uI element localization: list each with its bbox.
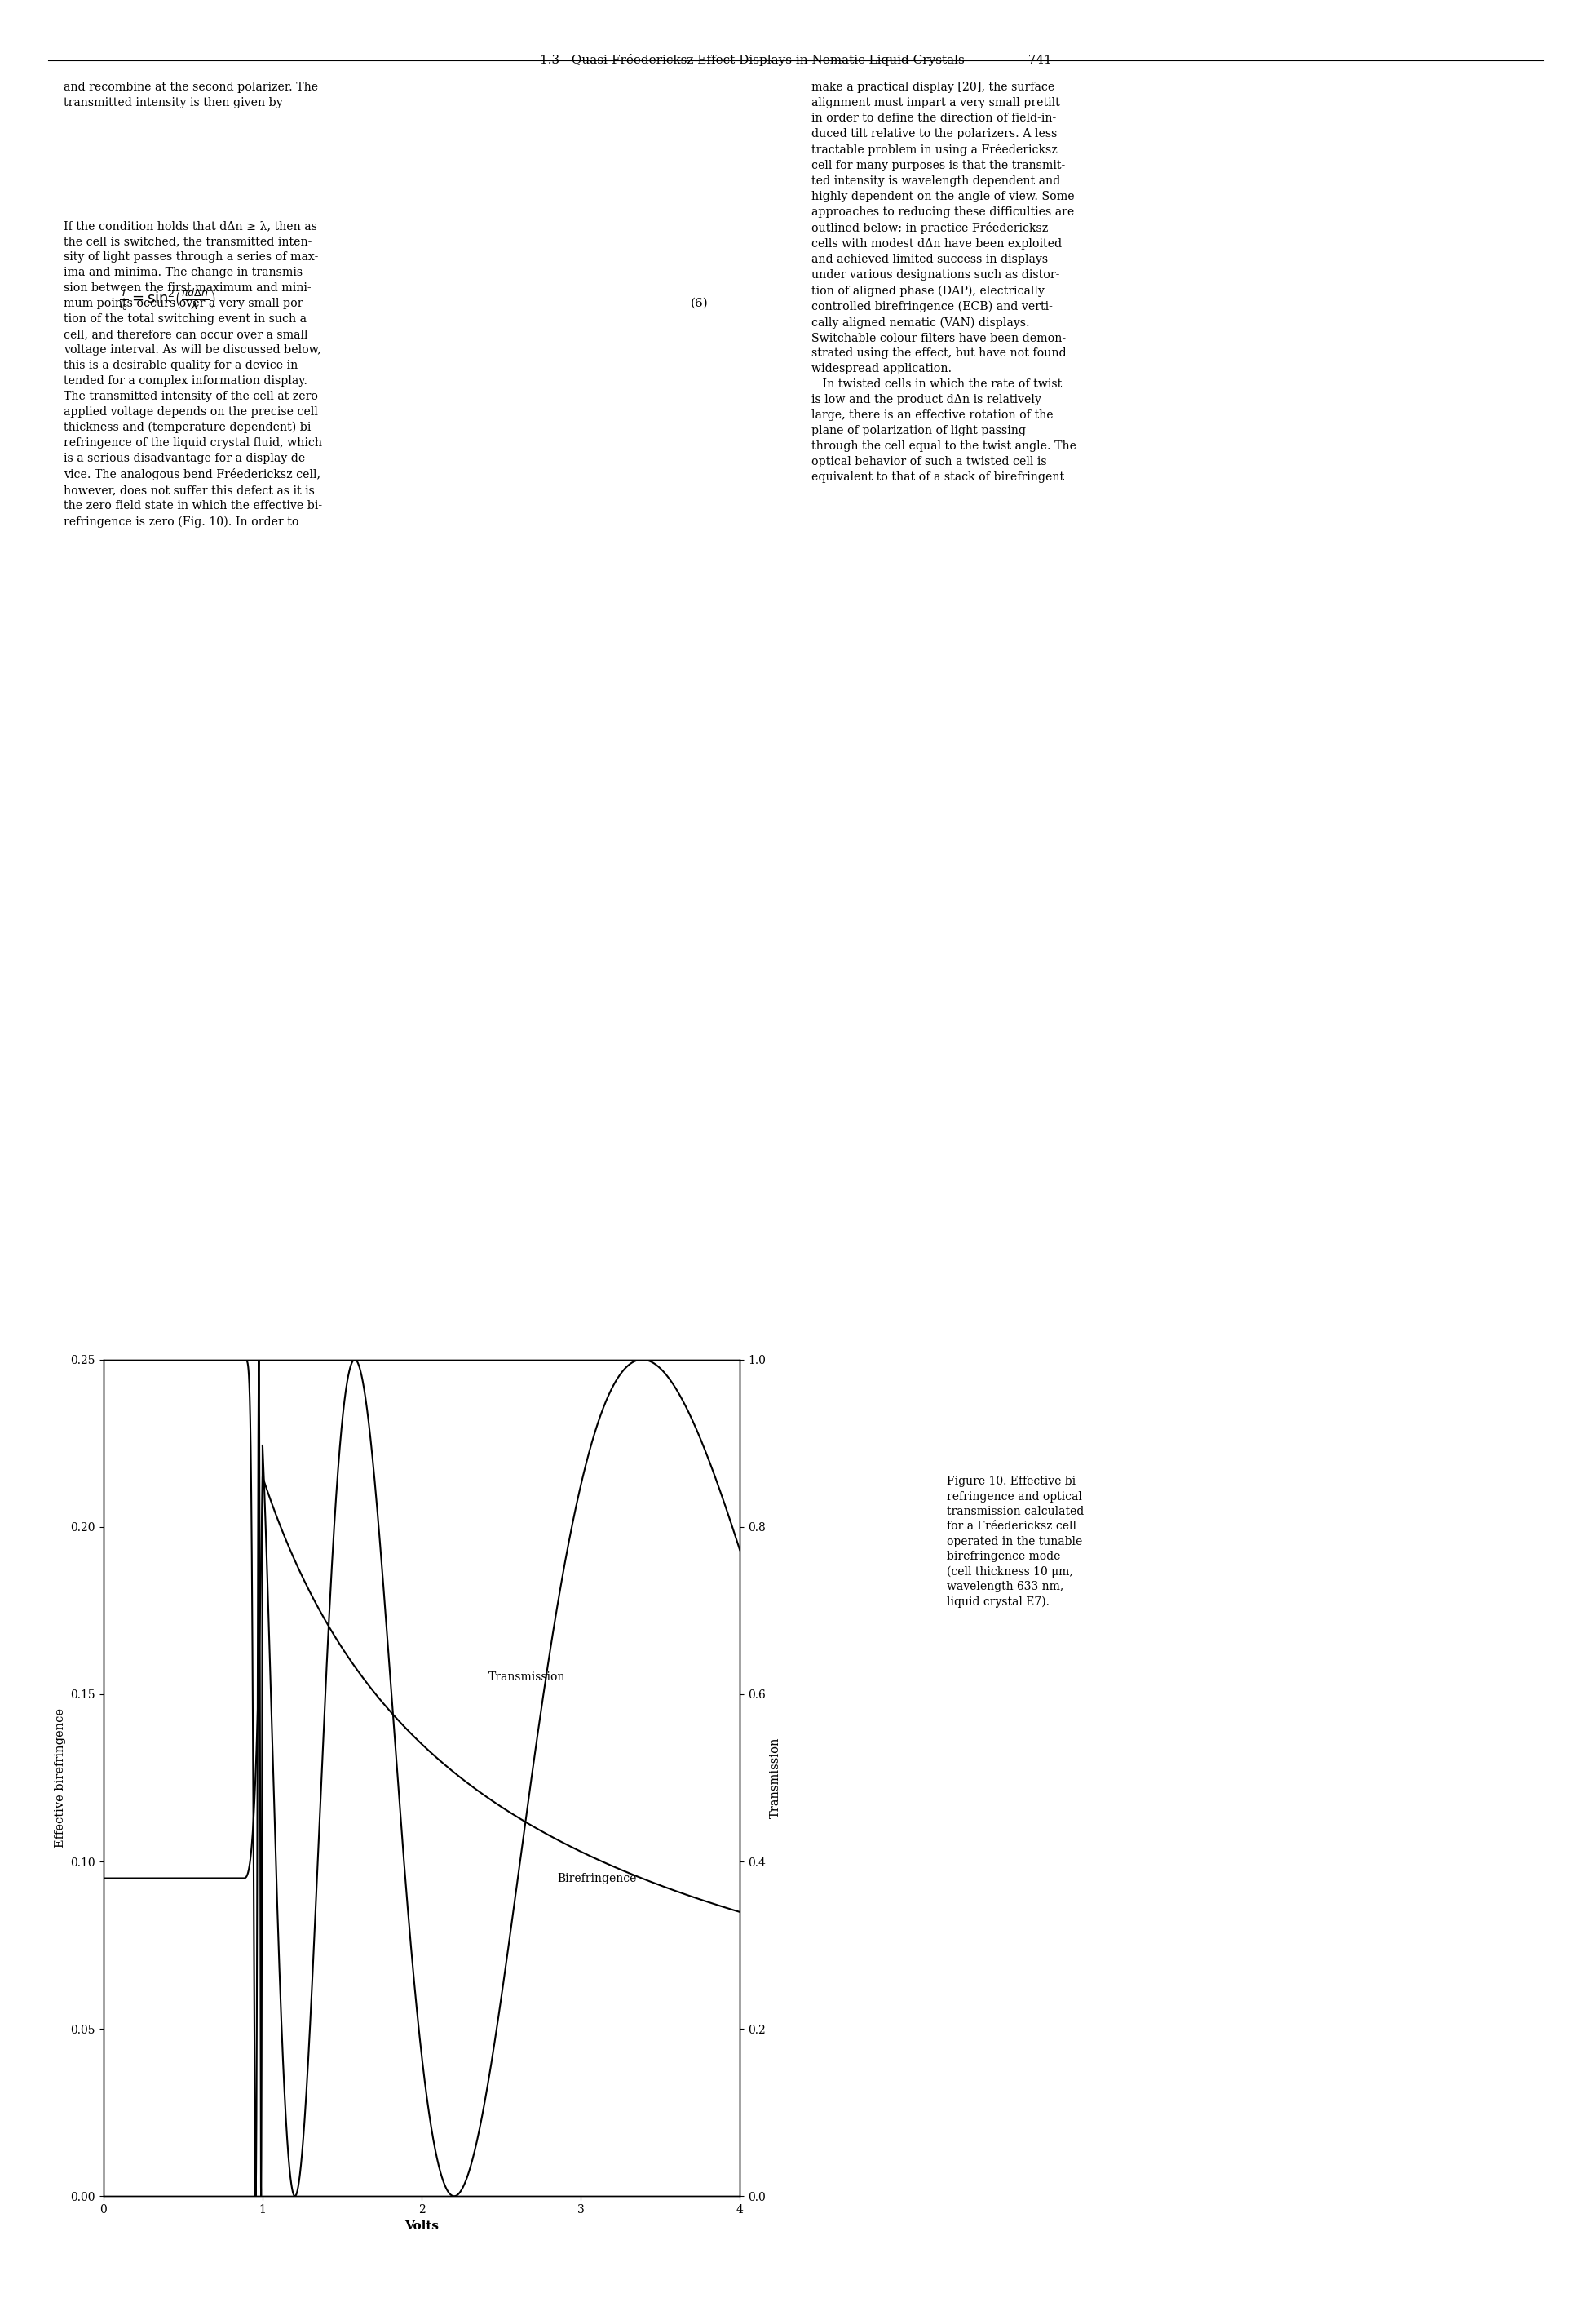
X-axis label: Volts: Volts [404, 2219, 439, 2231]
Text: Figure 10. Effective bi-
refringence and optical
transmission calculated
for a F: Figure 10. Effective bi- refringence and… [947, 1476, 1083, 1608]
Text: Transmission: Transmission [488, 1671, 565, 1683]
Y-axis label: Effective birefringence: Effective birefringence [54, 1708, 65, 1848]
Text: make a practical display [20], the surface
alignment must impart a very small pr: make a practical display [20], the surfa… [811, 81, 1077, 483]
Text: Birefringence: Birefringence [557, 1873, 636, 1885]
Text: 1.3   Quasi-Fréedericksz Effect Displays in Nematic Liquid Crystals             : 1.3 Quasi-Fréedericksz Effect Displays i… [539, 53, 1052, 65]
Text: $\frac{I}{I_0} = \sin^2\!\left(\frac{\pi d\Delta n}{\lambda}\right)$: $\frac{I}{I_0} = \sin^2\!\left(\frac{\pi… [119, 288, 216, 314]
Text: and recombine at the second polarizer. The
transmitted intensity is then given b: and recombine at the second polarizer. T… [64, 81, 323, 528]
Y-axis label: Transmission: Transmission [770, 1738, 781, 1817]
Text: (6): (6) [690, 297, 708, 309]
